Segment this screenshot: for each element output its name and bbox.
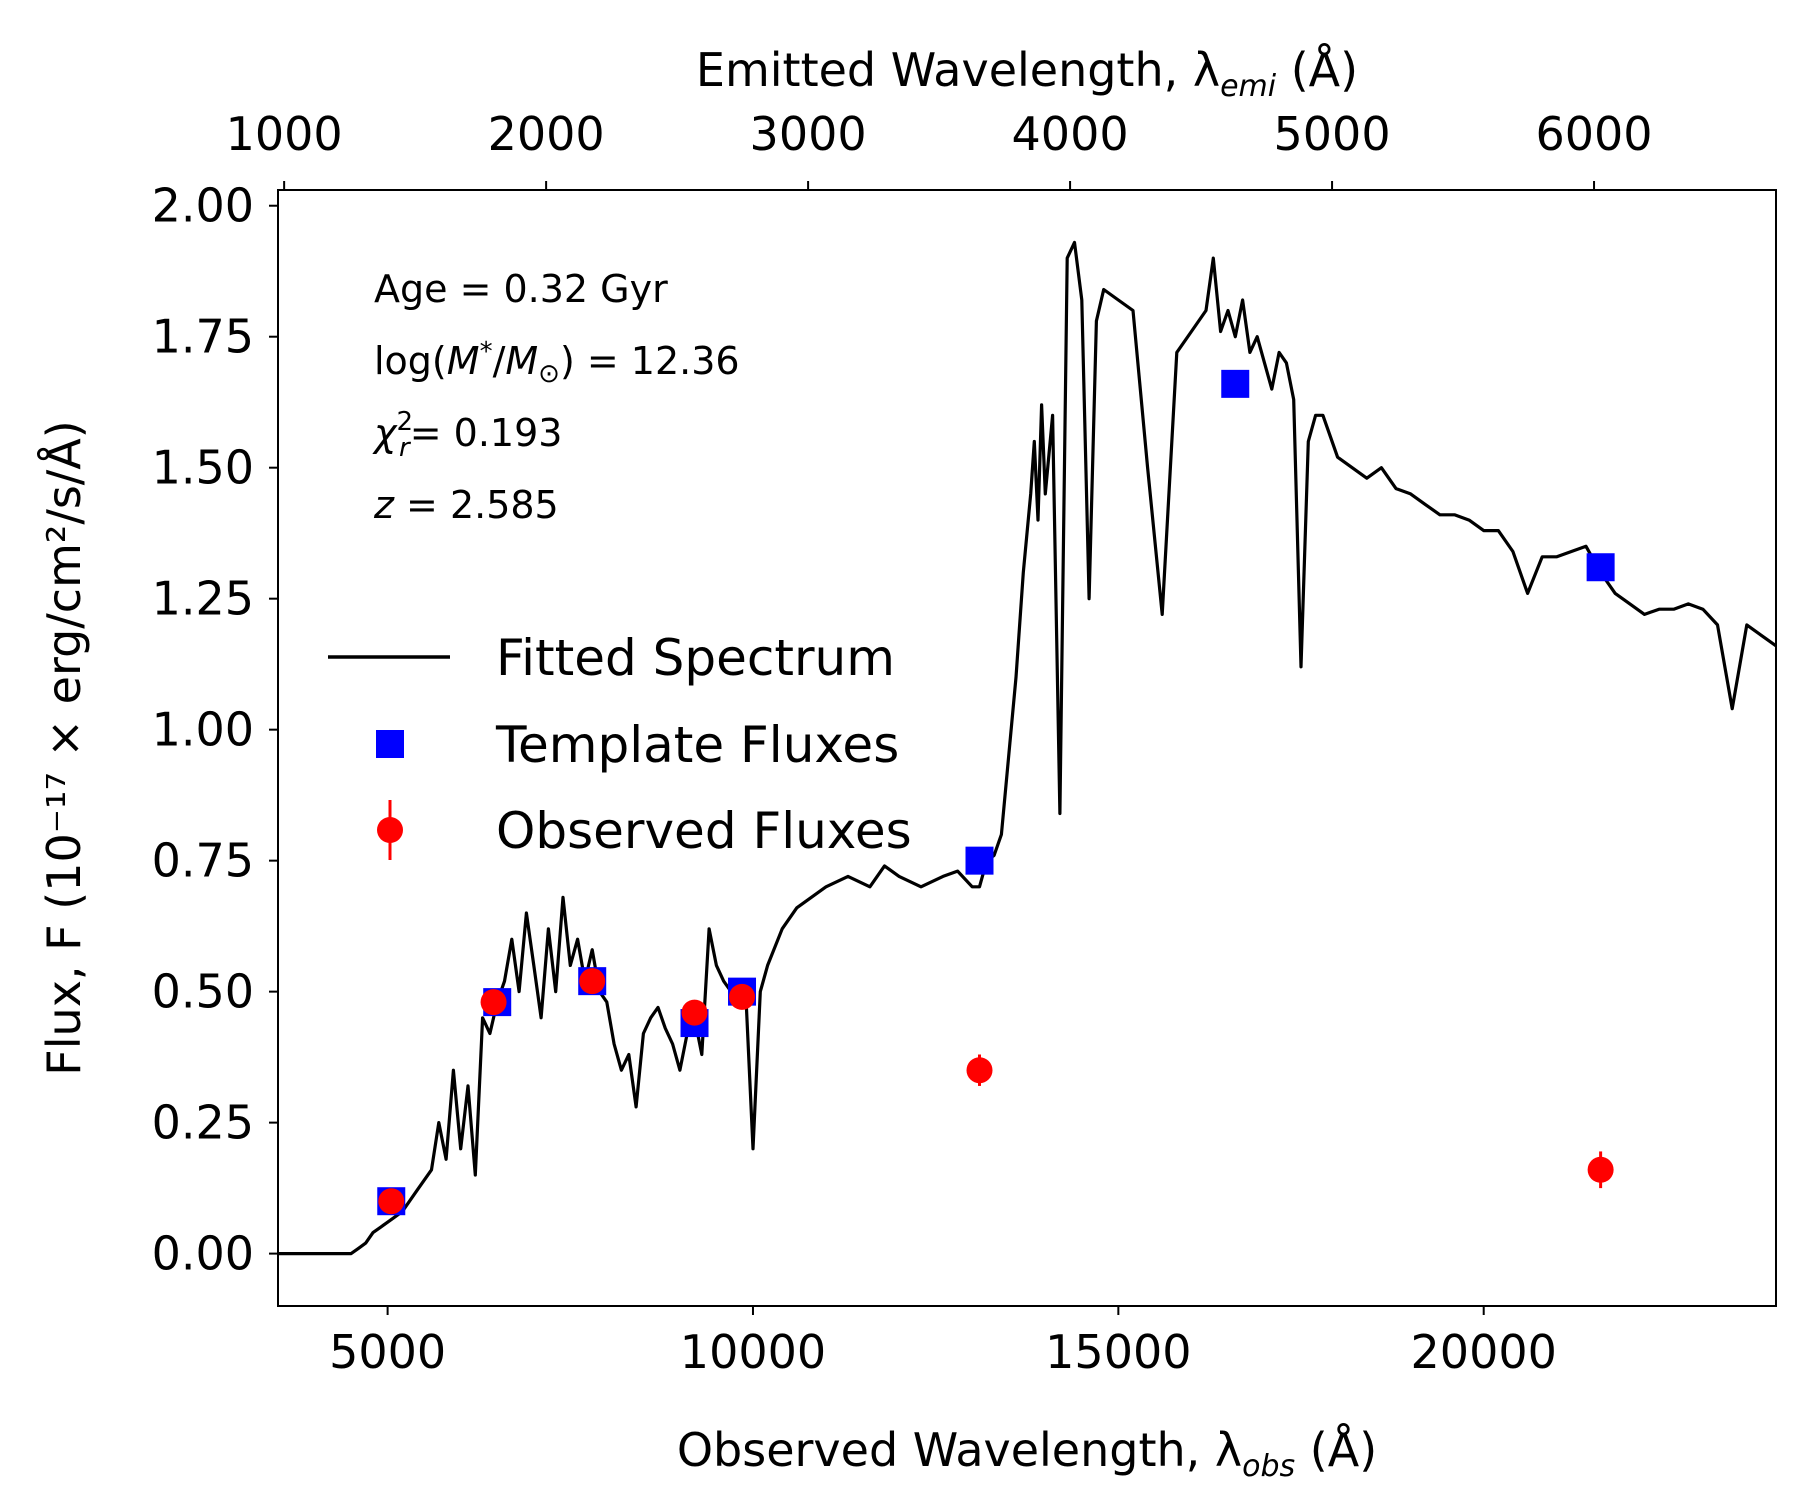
observed-flux-marker <box>1587 1156 1614 1183</box>
top-x-tick-label: 6000 <box>1536 107 1653 161</box>
annotation-block: Age = 0.32 Gyr log(M*/M⊙) = 12.36 χ2 r= 0.1… <box>372 267 740 527</box>
template-flux-marker <box>1221 369 1250 398</box>
observed-flux-marker <box>480 989 507 1016</box>
axes-frame <box>277 189 1777 1307</box>
legend-square-swatch <box>376 730 404 758</box>
legend-entry: Fitted Spectrum <box>496 629 895 687</box>
y-tick-label: 1.25 <box>152 572 254 626</box>
x-tick-label: 15000 <box>1045 1325 1191 1379</box>
observed-flux-marker <box>729 983 756 1010</box>
y-tick-label: 1.00 <box>152 703 254 757</box>
y-tick-label: 0.75 <box>152 834 254 888</box>
top-x-tick-label: 4000 <box>1012 107 1129 161</box>
observed-flux-marker <box>681 999 708 1026</box>
top-x-tick-label: 2000 <box>488 107 605 161</box>
y-tick-label: 0.25 <box>152 1096 254 1150</box>
top-x-tick-label: 3000 <box>750 107 867 161</box>
observed-flux-marker <box>966 1057 993 1084</box>
annotation-mass: log(M*/M⊙) = 12.36 <box>374 337 740 389</box>
annotation-redshift: z = 2.585 <box>373 483 559 527</box>
observed-flux-marker <box>579 968 606 995</box>
observed-flux-marker <box>378 1188 405 1215</box>
x-tick-label: 10000 <box>680 1325 826 1379</box>
y-tick-label: 0.00 <box>152 1227 254 1281</box>
y-axis-label: Flux, F (10⁻¹⁷ × erg/cm²/s/Å) <box>37 420 91 1075</box>
legend-circle-swatch <box>377 817 403 843</box>
top-x-tick-label: 5000 <box>1274 107 1391 161</box>
template-flux-marker <box>965 846 994 875</box>
legend-entry: Observed Fluxes <box>496 802 912 860</box>
top-x-tick-label: 1000 <box>226 107 343 161</box>
legend: Fitted Spectrum Template Fluxes Observed F… <box>328 629 912 860</box>
x-tick-label: 20000 <box>1411 1325 1557 1379</box>
annotation-age: Age = 0.32 Gyr <box>374 267 668 311</box>
plot-area: 5000 10000 15000 20000 1000 2000 3000 4000 5000 6… <box>37 43 1777 1484</box>
annotation-chi-squared: χ2 r= 0.193 <box>372 407 562 463</box>
x-tick-label: 5000 <box>329 1325 446 1379</box>
y-tick-label: 1.75 <box>152 310 254 364</box>
y-tick-label: 0.50 <box>152 965 254 1019</box>
y-tick-label: 2.00 <box>152 179 254 233</box>
template-flux-marker <box>1586 553 1615 582</box>
legend-entry: Template Fluxes <box>495 716 899 774</box>
y-tick-label: 1.50 <box>152 441 254 495</box>
